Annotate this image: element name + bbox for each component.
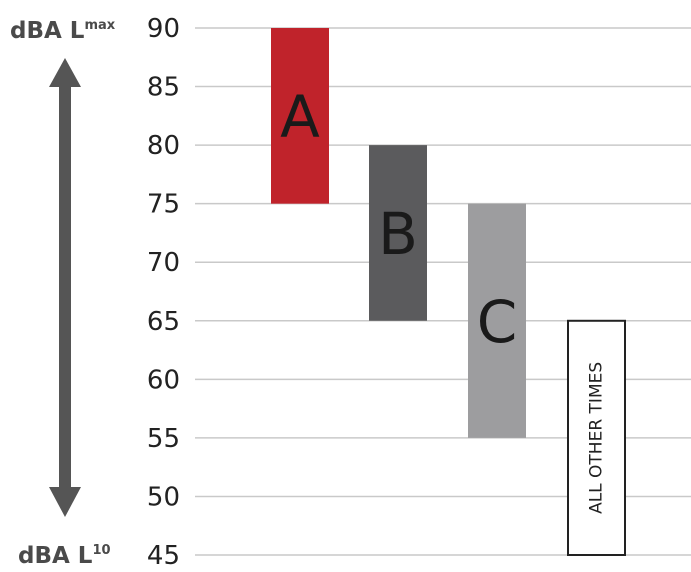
bar-3: C	[468, 203, 526, 438]
arrow-down-head	[49, 487, 81, 517]
arrow-shaft	[59, 85, 71, 489]
axis-bottom-label-sup: 10	[92, 543, 110, 558]
axis-top-label-sup: max	[84, 18, 115, 33]
bar-rect	[271, 28, 329, 204]
y-tick-label: 85	[147, 73, 180, 103]
y-tick-label: 50	[147, 482, 180, 512]
axis-top-label-main: dBA L	[10, 18, 85, 44]
y-tick-label: 70	[147, 248, 180, 278]
double-arrow-icon	[49, 58, 81, 517]
arrow-up-head	[49, 58, 81, 87]
y-tick-label: 55	[147, 424, 180, 454]
bar-rect	[369, 145, 427, 321]
bar-4: ALL OTHER TIMES	[567, 319, 626, 556]
axis-bottom-label-main: dBA L	[18, 543, 93, 569]
bar-label: A	[280, 83, 320, 151]
y-tick-label: 65	[147, 307, 180, 337]
bar-label: ALL OTHER TIMES	[587, 362, 607, 514]
y-tick-labels: 90 85 80 75 70 65 60 55 50 45	[147, 14, 180, 571]
bar-2: B	[369, 145, 427, 321]
range-bars: ABC ALL OTHER TIMES	[271, 28, 626, 556]
y-tick-label: 45	[147, 541, 180, 571]
bar-1: A	[271, 28, 329, 204]
bar-rect	[567, 319, 626, 556]
y-tick-label: 60	[147, 365, 180, 395]
y-tick-label: 80	[147, 131, 180, 161]
axis-top-label: dBA Lmax	[10, 18, 116, 44]
y-tick-label: 90	[147, 14, 180, 44]
axis-bottom-label: dBA L10	[18, 543, 111, 569]
bar-rect	[468, 203, 526, 438]
bar-label: C	[477, 288, 518, 356]
bar-label: B	[378, 200, 418, 268]
y-tick-label: 75	[147, 190, 180, 220]
